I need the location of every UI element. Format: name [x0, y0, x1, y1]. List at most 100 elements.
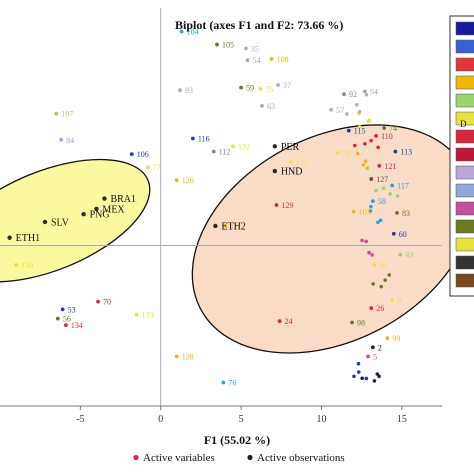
axes — [0, 8, 442, 407]
variable-point — [211, 149, 216, 154]
variable-point — [377, 163, 382, 168]
observation-point — [272, 144, 278, 149]
variable-point — [55, 316, 60, 321]
variable-point — [369, 177, 374, 181]
variable-point — [368, 209, 373, 213]
variable-point — [370, 253, 374, 257]
variable-point — [398, 252, 403, 257]
variable-label: 75 — [265, 85, 273, 94]
palette-swatch — [455, 273, 474, 288]
variable-point — [370, 345, 375, 350]
variable-label: 129 — [281, 201, 293, 210]
variable-label: 116 — [198, 134, 210, 143]
variable-point — [363, 141, 367, 146]
variable-point — [372, 263, 377, 267]
variable-label: 128 — [182, 352, 194, 361]
variable-point — [351, 209, 356, 214]
variable-point — [190, 136, 195, 141]
observation-point — [42, 219, 48, 225]
variable-point — [369, 138, 373, 143]
variable-label: 58 — [378, 197, 386, 206]
variable-point — [355, 151, 360, 156]
variable-label: 35 — [251, 44, 259, 53]
variable-label: 94 — [370, 88, 378, 97]
legend-label: Active observations — [257, 452, 345, 464]
variable-point — [357, 125, 362, 129]
variable-label: 115 — [354, 127, 366, 136]
variable-point — [377, 374, 381, 379]
variable-point — [54, 111, 59, 116]
variable-point — [385, 336, 390, 341]
palette-swatch — [455, 129, 474, 144]
variable-point — [395, 210, 399, 215]
variable-point — [258, 87, 263, 91]
variable-label: 5 — [373, 352, 377, 361]
variable-point — [381, 186, 386, 191]
variable-label: 104 — [187, 27, 199, 36]
observation-label: MEX — [102, 204, 125, 215]
variable-point — [364, 376, 369, 381]
variable-label: 90 — [392, 334, 400, 343]
variable-label: 79 — [343, 149, 351, 158]
palette-swatch — [455, 39, 474, 54]
palette-swatch — [455, 201, 474, 216]
variable-point — [179, 29, 184, 34]
variable-point — [239, 85, 243, 90]
variable-point — [245, 58, 250, 63]
variable-point — [387, 273, 391, 277]
variable-label: 111 — [230, 222, 241, 231]
variable-point — [365, 166, 370, 171]
observation-label: HND — [281, 167, 303, 178]
variable-label: 106 — [137, 150, 149, 159]
variable-point — [356, 361, 361, 366]
observation-label: ETH2 — [221, 221, 245, 232]
observation-point — [81, 211, 86, 217]
palette-swatch — [455, 147, 474, 162]
x-tick-label: 15 — [397, 414, 407, 425]
observation-label: SLV — [51, 218, 70, 229]
observation-label: PER — [281, 142, 300, 153]
variable-label: 9 — [397, 296, 401, 305]
x-tick-label: 5 — [239, 414, 244, 425]
group-ellipses — [0, 124, 474, 354]
variable-point — [369, 204, 373, 209]
variable-point — [269, 56, 274, 61]
variable-label: 98 — [357, 318, 365, 327]
observation-label: ETH1 — [16, 233, 40, 244]
variable-label: 107 — [61, 110, 73, 119]
variable-label: 92 — [349, 90, 357, 99]
variable-label: 113 — [400, 148, 412, 157]
variable-point — [367, 250, 371, 255]
variable-label: 77 — [153, 163, 161, 172]
variable-label: 108 — [277, 55, 289, 64]
palette-swatch — [455, 183, 474, 198]
variable-label: 59 — [246, 84, 254, 93]
palette-swatch — [455, 93, 474, 108]
legend-marker — [247, 454, 253, 461]
variable-point — [374, 188, 378, 193]
variable-label: 54 — [253, 56, 261, 65]
variable-point — [134, 312, 139, 317]
palette-swatch — [455, 75, 474, 90]
observation-point — [94, 206, 99, 212]
variable-label: 126 — [182, 176, 194, 185]
variable-label: 132 — [238, 142, 250, 151]
variable-point — [382, 126, 387, 130]
variable-point — [370, 199, 375, 204]
observation-point — [213, 223, 218, 229]
variable-label: 63 — [267, 102, 275, 111]
variable-label: 112 — [219, 148, 231, 157]
variable-point — [174, 354, 179, 359]
variable-label: 117 — [397, 181, 409, 190]
variable-label: 74 — [389, 124, 397, 133]
variable-point — [361, 163, 366, 167]
variable-point — [357, 109, 362, 114]
variable-point — [174, 178, 179, 183]
variable-label: 134 — [71, 321, 83, 330]
variable-label: 37 — [283, 81, 291, 90]
variable-point — [378, 218, 383, 223]
variable-label: 26 — [376, 304, 384, 313]
variable-point — [371, 282, 375, 286]
variable-point — [215, 42, 219, 47]
